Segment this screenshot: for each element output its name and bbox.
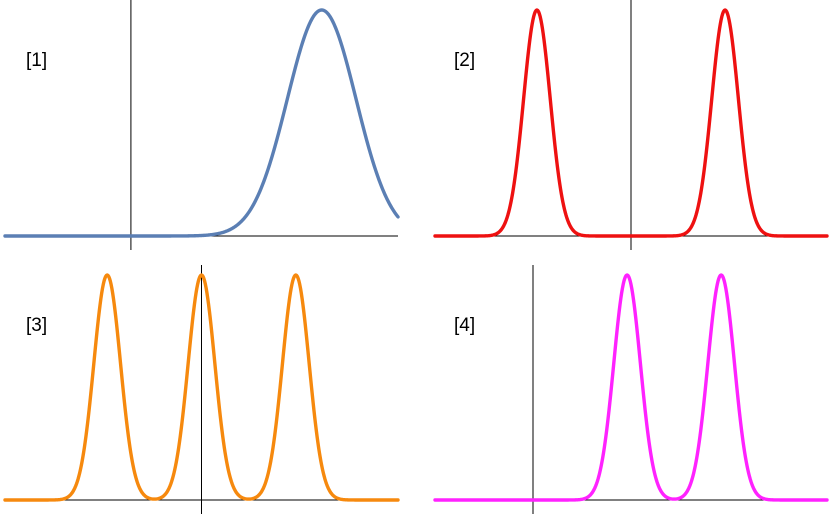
panel-1-label: [1] <box>26 50 47 71</box>
panel-4: [4] <box>433 265 829 514</box>
panel-3-series-line <box>3 273 400 502</box>
panel-3: [3] <box>3 265 400 514</box>
panel-3-label: [3] <box>26 315 47 336</box>
panel-1: [1] <box>3 0 400 250</box>
panel-4-series-line <box>433 273 829 502</box>
panel-2-label: [2] <box>454 50 475 71</box>
panel-4-label: [4] <box>454 315 475 336</box>
panel-2: [2] <box>433 0 829 250</box>
panel-1-series-line <box>3 8 400 238</box>
panel-2-series-line <box>433 8 829 238</box>
